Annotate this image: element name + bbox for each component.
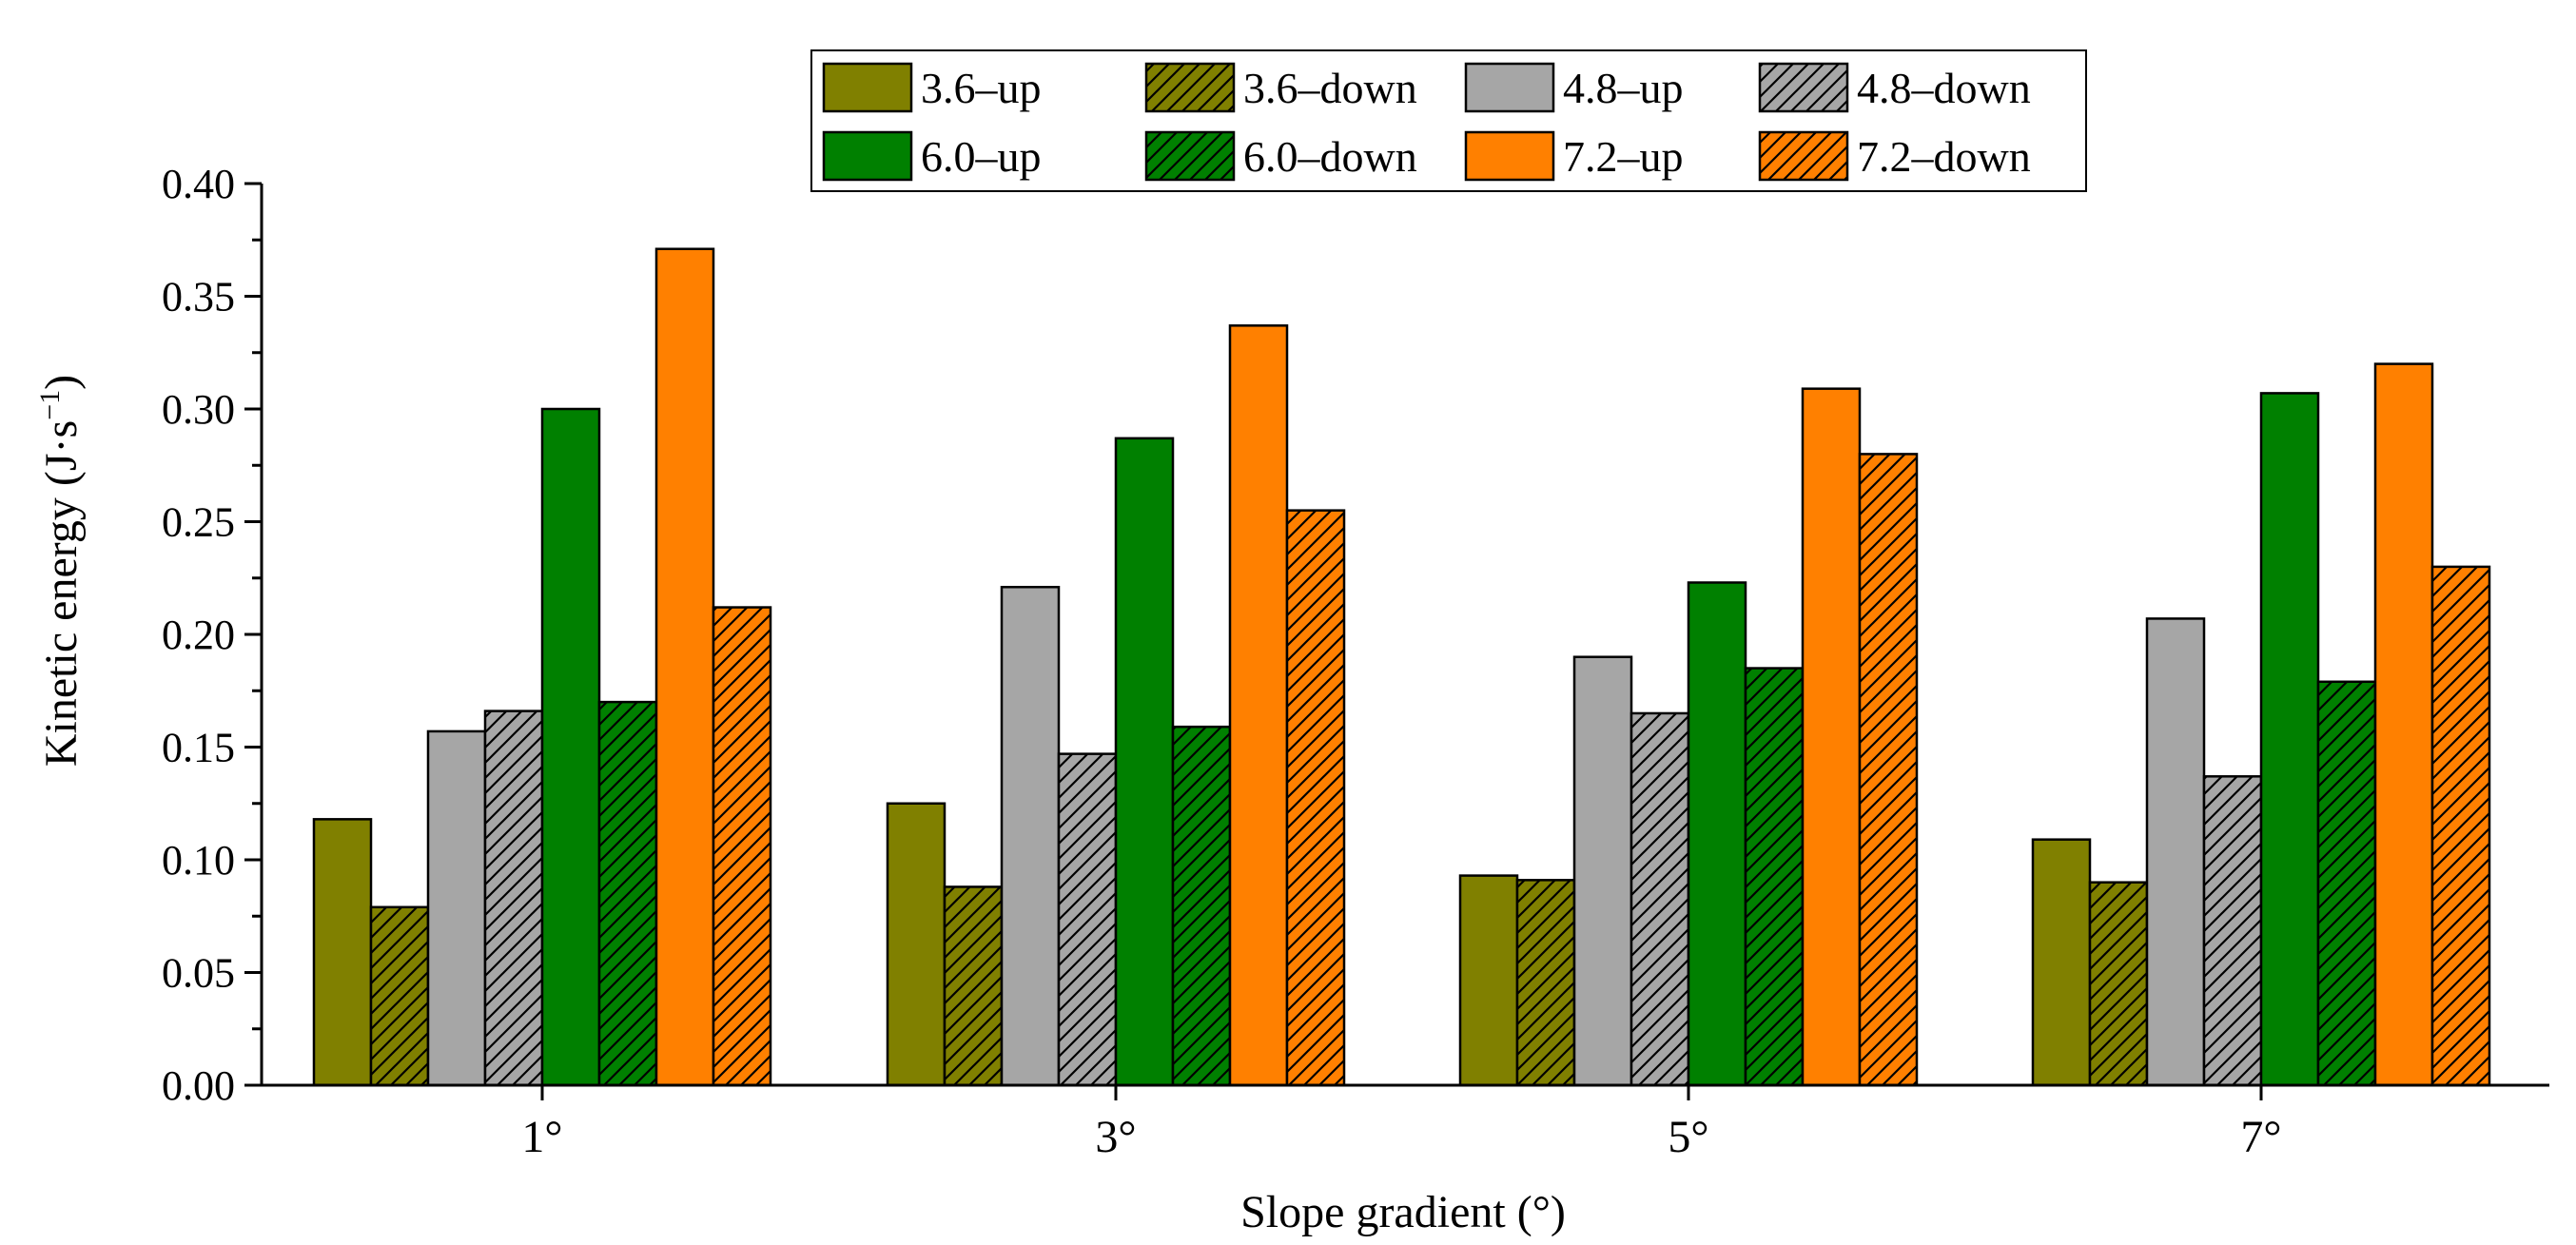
bar-group-2 [886,324,1346,1087]
x-tick-label: 3° [1095,1112,1136,1162]
x-axis-title: Slope gradient (°) [1240,1187,1566,1237]
bar-7-2-down-1 [712,606,772,1087]
bar-6-0-down-2 [1171,725,1232,1087]
y-axis-title-closing: ) [36,375,87,390]
bar-4-8-down-2 [1057,752,1118,1087]
legend-swatch [822,130,913,182]
bar-3-6-up-1 [312,818,373,1087]
y-tick-label: 0.35 [162,274,235,321]
bar-3-6-down-3 [1515,879,1576,1087]
y-tick-label: 0.00 [162,1062,235,1109]
bar-4-8-up-2 [1000,585,1061,1087]
bar-4-8-up-3 [1572,655,1633,1087]
y-axis-title: Kinetic energy (J·s−1) [34,375,87,767]
legend-label: 3.6–down [1243,64,1417,112]
bar-3-6-down-4 [2088,881,2149,1087]
y-tick-label: 0.15 [162,725,235,771]
y-tick-label: 0.40 [162,161,235,207]
bar-7-2-down-2 [1285,509,1346,1087]
y-axis-title-superscript: −1 [34,390,66,420]
legend-swatch [1144,62,1236,113]
legend-item: 7.2–up [1464,130,1684,182]
legend-label: 3.6–up [921,64,1042,112]
bar-6-0-down-1 [597,700,658,1087]
y-axis-title-text: Kinetic energy (J·s [36,420,87,767]
x-tick-label: 1° [521,1112,562,1162]
x-tick-label: 5° [1668,1112,1708,1162]
axes-layer: 0.00 0.05 0.10 0.15 0.20 0.25 0.30 0.35 0.40 1° 3°… [162,161,2549,1162]
bar-4-8-down-3 [1630,711,1690,1087]
legend-item: 6.0–down [1144,130,1417,182]
bar-7-2-up-1 [654,247,715,1087]
legend-label: 6.0–down [1243,132,1417,181]
bar-4-8-down-4 [2202,775,2263,1087]
bar-4-8-up-4 [2145,617,2206,1087]
bar-6-0-up-2 [1114,437,1175,1087]
legend-item: 7.2–down [1758,130,2031,182]
legend-label: 7.2–up [1563,132,1684,181]
legend-label: 6.0–up [921,132,1042,181]
legend-swatch [1758,130,1849,182]
legend-swatch [822,62,913,113]
legend-label: 7.2–down [1857,132,2031,181]
x-tick-label: 7° [2240,1112,2281,1162]
bar-3-6-up-2 [886,802,946,1087]
bars-layer [312,247,2491,1087]
bar-7-2-up-2 [1228,324,1289,1087]
legend-item: 3.6–down [1144,62,1417,113]
y-tick-label: 0.05 [162,950,235,997]
legend-item: 6.0–up [822,130,1042,182]
legend-item: 4.8–up [1464,62,1684,113]
bar-6-0-up-3 [1687,581,1747,1087]
legend-swatch [1464,130,1555,182]
bar-4-8-down-1 [483,710,544,1087]
bar-6-0-down-3 [1744,667,1805,1087]
legend-swatch [1464,62,1555,113]
legend-label: 4.8–down [1857,64,2031,112]
bar-7-2-up-4 [2373,362,2434,1087]
y-tick-label: 0.10 [162,837,235,884]
bar-3-6-down-2 [943,885,1004,1087]
legend-box [810,49,2087,192]
legend-swatch [1144,130,1236,182]
bar-group-3 [1458,387,1919,1087]
bar-7-2-up-3 [1801,387,1862,1087]
bar-3-6-up-3 [1458,874,1519,1087]
legend-item: 3.6–up [822,62,1042,113]
bar-7-2-down-3 [1858,453,1919,1087]
legend-item: 4.8–down [1758,62,2031,113]
bar-4-8-up-1 [426,729,487,1087]
bar-7-2-down-4 [2430,565,2491,1087]
y-tick-label: 0.20 [162,612,235,658]
bar-3-6-up-4 [2031,838,2092,1087]
bar-6-0-down-4 [2316,680,2377,1087]
legend-swatch [1758,62,1849,113]
bar-group-1 [312,247,772,1087]
legend-label: 4.8–up [1563,64,1684,112]
bar-6-0-up-4 [2259,392,2320,1087]
bar-group-4 [2031,362,2491,1087]
y-tick-label: 0.25 [162,499,235,546]
bar-6-0-up-1 [540,407,601,1087]
y-tick-label: 0.30 [162,386,235,433]
legend: 3.6–up 3.6–down 4.8–up 4.8–down 6.0–up 6.0–do… [810,49,2087,192]
bar-3-6-down-1 [369,905,430,1087]
